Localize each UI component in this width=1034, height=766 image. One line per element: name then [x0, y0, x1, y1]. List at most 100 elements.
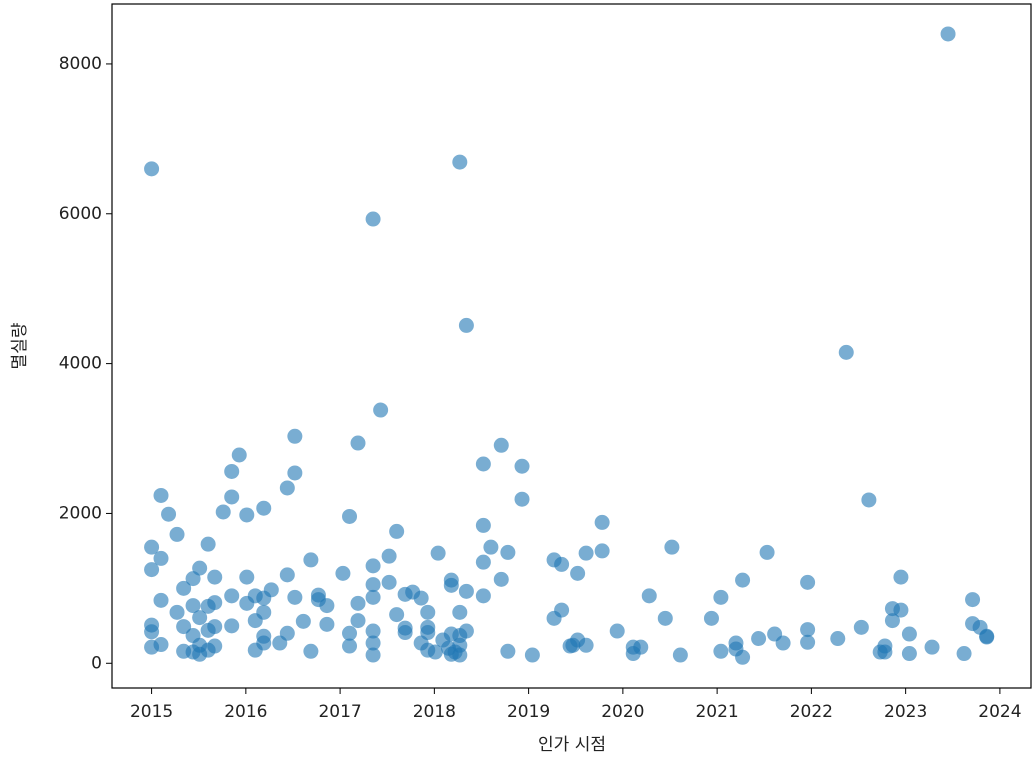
point: [287, 465, 303, 481]
point: [381, 574, 397, 590]
point: [365, 623, 381, 639]
x-tick-label: 2020: [601, 702, 644, 722]
point: [713, 643, 729, 659]
point: [153, 637, 169, 653]
x-tick-label: 2021: [695, 702, 738, 722]
point: [483, 539, 499, 555]
point: [657, 610, 673, 626]
point: [397, 625, 413, 641]
point: [365, 558, 381, 574]
point: [751, 631, 767, 647]
point: [838, 344, 854, 360]
point: [389, 523, 405, 539]
point: [295, 613, 311, 629]
point: [458, 583, 474, 599]
point: [475, 554, 491, 570]
point: [703, 610, 719, 626]
point: [664, 539, 680, 555]
point: [861, 492, 877, 508]
point: [800, 574, 816, 590]
point: [224, 489, 240, 505]
y-tick-label: 8000: [59, 54, 102, 74]
point: [239, 507, 255, 523]
point: [256, 500, 272, 516]
point: [279, 625, 295, 641]
point: [153, 550, 169, 566]
point: [185, 598, 201, 614]
point: [342, 638, 358, 654]
point: [365, 589, 381, 605]
point: [672, 647, 688, 663]
point: [365, 577, 381, 593]
point: [800, 622, 816, 638]
point: [800, 634, 816, 650]
point: [144, 539, 160, 555]
point: [303, 552, 319, 568]
x-tick-label: 2019: [507, 702, 550, 722]
point: [759, 544, 775, 560]
point: [594, 543, 610, 559]
point: [161, 506, 177, 522]
point: [901, 626, 917, 642]
point: [500, 544, 516, 560]
point: [279, 567, 295, 583]
point: [192, 560, 208, 576]
point: [893, 602, 909, 618]
point: [458, 317, 474, 333]
point: [176, 580, 192, 596]
point: [956, 646, 972, 662]
point: [239, 569, 255, 585]
point: [207, 619, 223, 635]
point: [256, 604, 272, 620]
point: [342, 625, 358, 641]
x-tick-label: 2018: [413, 702, 456, 722]
point: [609, 623, 625, 639]
point: [475, 456, 491, 472]
y-tick-label: 0: [91, 653, 102, 673]
point: [350, 613, 366, 629]
point: [207, 595, 223, 611]
point: [554, 602, 570, 618]
point: [452, 154, 468, 170]
point: [500, 643, 516, 659]
point: [554, 556, 570, 572]
point: [144, 161, 160, 177]
point: [893, 569, 909, 585]
point: [153, 487, 169, 503]
point: [475, 517, 491, 533]
point: [231, 447, 247, 463]
point: [430, 545, 446, 561]
x-tick-label: 2023: [884, 702, 927, 722]
point: [884, 613, 900, 629]
point: [514, 491, 530, 507]
point: [735, 572, 751, 588]
point: [493, 437, 509, 453]
point: [940, 26, 956, 42]
point: [319, 598, 335, 614]
point: [224, 588, 240, 604]
point: [224, 618, 240, 634]
point: [735, 649, 751, 665]
point: [458, 623, 474, 639]
y-tick-label: 4000: [59, 354, 102, 374]
y-tick-label: 2000: [59, 503, 102, 523]
point: [524, 647, 540, 663]
point: [443, 577, 459, 593]
point: [350, 435, 366, 451]
point: [979, 629, 995, 645]
point: [287, 428, 303, 444]
point: [493, 571, 509, 587]
point: [452, 647, 468, 663]
point: [279, 480, 295, 496]
point: [924, 639, 940, 655]
plot-frame: [111, 3, 1032, 689]
y-tick-label: 6000: [59, 204, 102, 224]
x-tick-label: 2022: [790, 702, 833, 722]
point: [713, 589, 729, 605]
point: [901, 646, 917, 662]
point: [373, 402, 389, 418]
point: [570, 565, 586, 581]
point: [144, 624, 160, 640]
point: [303, 643, 319, 659]
point: [853, 619, 869, 635]
